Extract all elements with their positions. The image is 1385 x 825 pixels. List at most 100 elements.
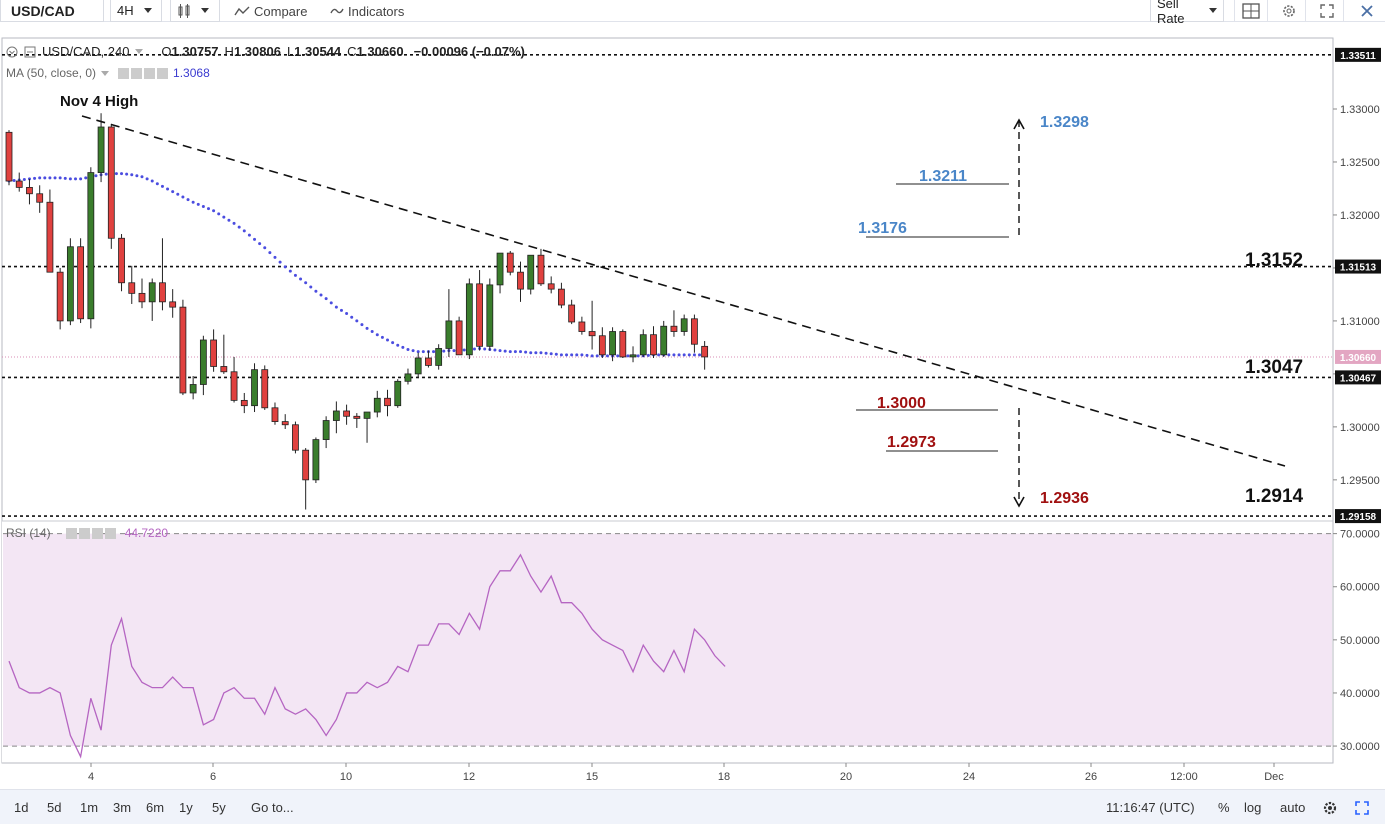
candle-down (77, 238, 85, 324)
log-toggle[interactable]: log (1244, 790, 1261, 825)
close-icon[interactable] (157, 67, 169, 79)
candle-down (537, 248, 545, 286)
candle-down (26, 178, 33, 205)
ma-dot (657, 353, 661, 357)
candle-body (302, 449, 310, 481)
candle-up (363, 411, 371, 443)
ma-dot (293, 273, 297, 277)
rsi-tick-label: 30.0000 (1340, 741, 1380, 753)
fullscreen-button-bottom[interactable] (1355, 790, 1369, 825)
minimize-icon[interactable] (24, 46, 36, 58)
rsi-tick-label: 40.0000 (1340, 688, 1380, 700)
symbol-search-box[interactable]: USD/CAD (0, 0, 104, 22)
compare-button[interactable]: Compare (234, 0, 307, 22)
ma-dot (283, 265, 287, 269)
ma-dot (309, 285, 313, 289)
eye-icon[interactable] (65, 527, 77, 539)
close-button[interactable] (1352, 0, 1382, 22)
ma-dot (493, 348, 497, 352)
ma-dot (677, 353, 681, 357)
ma-dot (181, 195, 185, 199)
ma-dot (391, 341, 395, 345)
ma-dot (667, 353, 671, 357)
expand-icon (1355, 800, 1369, 815)
goto-button[interactable]: Go to... (251, 790, 294, 825)
chart-area[interactable]: 1.330001.325001.320001.315001.310001.305… (0, 34, 1385, 789)
close-icon[interactable] (104, 527, 116, 539)
chart-svg[interactable]: 1.330001.325001.320001.315001.310001.305… (0, 34, 1385, 789)
rsi-band (3, 533, 1332, 747)
range-button-1m[interactable]: 1m (80, 800, 99, 815)
candle-body (343, 410, 350, 417)
collapse-icon[interactable] (6, 46, 18, 58)
ma-dot (140, 175, 144, 179)
interval-selector[interactable]: 4H (110, 0, 162, 22)
ma-dot (513, 350, 517, 354)
support-1300-label: 1.3000 (877, 395, 926, 412)
ma-dot (186, 198, 190, 202)
ma-dot (339, 308, 343, 312)
range-button-5d[interactable]: 5d (47, 800, 62, 815)
gear-icon[interactable] (78, 527, 90, 539)
candle-up (148, 278, 156, 321)
candle-up (404, 368, 412, 385)
compare-label: Compare (254, 3, 308, 19)
candle-body (537, 254, 545, 285)
ma-dot (559, 353, 563, 357)
legend-high: H1.30806 (224, 44, 281, 59)
target-1176-label: 1.3176 (858, 220, 907, 237)
more-icon[interactable] (144, 67, 156, 79)
ma-dot (698, 353, 702, 357)
gear-icon[interactable] (131, 67, 143, 79)
ma-dot (595, 354, 599, 358)
ma-dot (544, 351, 548, 355)
candle-body (87, 172, 95, 320)
auto-toggle[interactable]: auto (1280, 790, 1305, 825)
ma-dot (616, 354, 620, 358)
fullscreen-button[interactable] (1310, 0, 1344, 22)
rate-type-selector[interactable]: Sell Rate (1150, 0, 1224, 26)
chart-type-selector[interactable] (170, 0, 220, 22)
range-button-6m[interactable]: 6m (146, 800, 165, 815)
candle-body (455, 320, 463, 356)
ma-dot (472, 347, 476, 351)
range-button-1y[interactable]: 1y (179, 800, 193, 815)
price-badge-bg (1335, 259, 1381, 274)
ma-legend: MA (50, close, 0) 1.3068 (6, 66, 210, 80)
ma-dot (672, 353, 676, 357)
range-button-1d[interactable]: 1d (14, 800, 29, 815)
price-badge-label: 1.31513 (1340, 263, 1377, 274)
candle-body (547, 283, 555, 290)
candle-up (639, 329, 647, 357)
percent-toggle[interactable]: % (1218, 790, 1230, 825)
ma-dot (171, 190, 175, 194)
range-button-3m[interactable]: 3m (113, 800, 132, 815)
candle-body (271, 407, 279, 422)
ma-dot (227, 218, 231, 222)
indicators-button[interactable]: Indicators (330, 0, 404, 22)
ma-dot (155, 182, 159, 186)
range-button-5y[interactable]: 5y (212, 800, 226, 815)
candle-body (179, 306, 187, 394)
eye-icon[interactable] (118, 67, 130, 79)
candle-body (15, 180, 23, 188)
ma-dot (253, 237, 257, 241)
layout-button[interactable] (1234, 0, 1268, 22)
ma-dot (33, 176, 37, 180)
candle-down (292, 421, 299, 454)
price-badge-label: 1.30660 (1340, 353, 1377, 364)
candle-down (281, 414, 289, 429)
candle-up (312, 437, 320, 484)
legend-low: L1.30544 (286, 44, 342, 59)
more-icon[interactable] (91, 527, 103, 539)
price-badge: 1.30467 (1335, 370, 1381, 385)
rsi-line (8, 553, 726, 759)
ma-dot (73, 177, 77, 181)
range-buttons: 1d 5d 1m 3m 6m 1y 5y (14, 790, 245, 825)
candle-body (251, 369, 258, 407)
settings-button[interactable] (1272, 0, 1306, 22)
ma-dot (575, 353, 579, 357)
ma-dot (278, 260, 282, 264)
gear-icon (1323, 801, 1337, 814)
chart-settings-button[interactable] (1322, 790, 1338, 825)
